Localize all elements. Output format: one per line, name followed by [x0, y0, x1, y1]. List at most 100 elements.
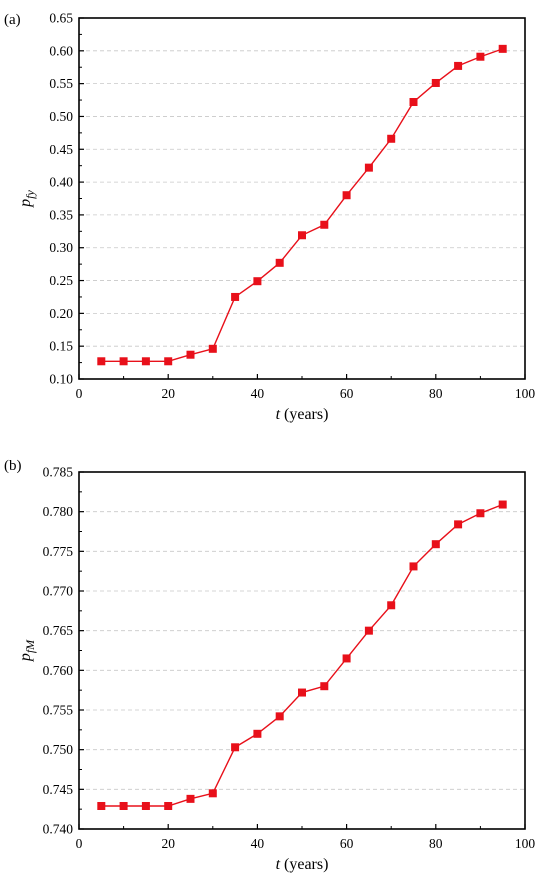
y-tick-labels: 0.740 0.745 0.750 0.755 0.760 0.765 0.770 0.775… — [43, 465, 74, 837]
data-point — [119, 357, 128, 366]
y-tick-label: 0.40 — [49, 175, 73, 190]
x-axis-variable: t — [276, 856, 281, 873]
y-tick-label: 0.25 — [49, 273, 73, 288]
data-point — [342, 654, 351, 663]
chart-panel-b: (b) 0 20 40 60 80 100 0.7400.7450.7500.7550.7… — [4, 458, 535, 873]
y-tick-label: 0.755 — [43, 703, 74, 718]
data-point — [320, 220, 329, 229]
data-point — [342, 191, 351, 200]
y-tick-labels: 0.10 0.15 0.20 0.25 0.30 0.35 0.40 0.45 0.50 0.55… — [49, 11, 73, 387]
data-point — [186, 794, 195, 803]
data-point — [231, 292, 240, 301]
data-point — [298, 231, 306, 240]
y-tick-label: 0.30 — [49, 240, 73, 255]
x-tick-label: 60 — [340, 836, 354, 851]
x-tick-label: 0 — [76, 386, 83, 401]
y-tick-label: 0.10 — [49, 372, 73, 387]
y-axis-subscript: fy — [23, 190, 37, 199]
y-axis-title: pfM — [17, 639, 37, 662]
data-point — [97, 357, 106, 366]
y-tick-label: 0.760 — [43, 663, 74, 678]
y-tick-label: 0.785 — [43, 465, 74, 480]
y-tick-label: 0.780 — [43, 504, 74, 519]
x-axis-unit: (years) — [280, 406, 328, 423]
tick-marks — [78, 17, 526, 380]
data-point — [231, 743, 240, 752]
data-point — [454, 520, 463, 529]
y-axis-symbol: p — [17, 653, 34, 662]
tick-marks — [78, 471, 526, 830]
series-path — [101, 503, 503, 807]
data-point — [141, 801, 150, 810]
data-point — [431, 78, 440, 87]
data-point — [387, 134, 396, 143]
x-tick-labels: 0 20 40 60 80 100 — [76, 386, 536, 401]
x-tick-label: 100 — [515, 836, 536, 851]
x-tick-label: 20 — [161, 386, 175, 401]
y-tick-label: 0.745 — [43, 782, 74, 797]
data-point — [498, 500, 507, 509]
x-axis-unit: (years) — [280, 856, 328, 873]
data-point — [253, 729, 262, 738]
x-tick-labels: 0 20 40 60 80 100 — [76, 836, 536, 851]
data-point — [141, 357, 150, 366]
chart-panel-a: (a) 0 20 40 60 80 100 0.10 0.15 0.20 0.25 0.30 0.3… — [4, 11, 535, 424]
data-point — [320, 682, 329, 691]
x-tick-label: 40 — [251, 386, 265, 401]
plot-frame — [78, 17, 526, 380]
data-point — [409, 562, 418, 571]
data-point — [97, 801, 106, 810]
x-axis-variable: t — [276, 406, 281, 423]
panel-label: (b) — [4, 458, 22, 474]
data-point — [364, 163, 373, 172]
data-point — [164, 801, 173, 810]
x-tick-label: 60 — [340, 386, 354, 401]
y-tick-label: 0.770 — [43, 584, 74, 599]
data-point — [186, 350, 195, 359]
data-point — [364, 626, 373, 635]
grid-lines — [79, 511, 525, 790]
data-point — [208, 344, 217, 353]
x-tick-label: 80 — [429, 836, 443, 851]
data-point — [298, 688, 306, 697]
x-tick-label: 80 — [429, 386, 443, 401]
data-point — [119, 801, 128, 810]
y-axis-symbol: p — [17, 199, 34, 208]
x-tick-label: 40 — [251, 836, 265, 851]
data-point — [275, 712, 284, 721]
y-tick-label: 0.775 — [43, 544, 74, 559]
y-tick-label: 0.60 — [49, 43, 73, 58]
panel-label: (a) — [4, 12, 21, 28]
y-tick-label: 0.35 — [49, 207, 73, 222]
data-point — [387, 601, 396, 610]
series-line — [97, 44, 507, 366]
y-tick-label: 0.50 — [49, 109, 73, 124]
series-path — [101, 48, 503, 362]
data-point — [476, 52, 485, 61]
data-point — [498, 44, 507, 53]
y-axis-title: pfy — [17, 190, 37, 208]
y-tick-label: 0.20 — [49, 306, 73, 321]
y-tick-label: 0.45 — [49, 142, 73, 157]
data-point — [253, 277, 262, 286]
x-tick-label: 100 — [515, 386, 536, 401]
y-tick-label: 0.740 — [43, 822, 74, 837]
series-line — [97, 500, 507, 810]
y-tick-label: 0.750 — [43, 742, 74, 757]
x-axis-title: t (years) — [276, 406, 329, 423]
y-axis-subscript: fM — [23, 639, 37, 653]
data-point — [275, 258, 284, 267]
y-tick-label: 0.65 — [49, 11, 73, 26]
data-point — [164, 357, 173, 366]
data-point — [409, 98, 418, 107]
x-tick-label: 20 — [161, 836, 175, 851]
data-point — [454, 61, 463, 70]
y-tick-label: 0.765 — [43, 623, 74, 638]
grid-lines — [79, 50, 525, 347]
data-point — [431, 540, 440, 549]
y-tick-label: 0.55 — [49, 76, 73, 91]
y-tick-label: 0.15 — [49, 339, 73, 354]
data-point — [208, 789, 217, 798]
x-axis-title: t (years) — [276, 856, 329, 873]
